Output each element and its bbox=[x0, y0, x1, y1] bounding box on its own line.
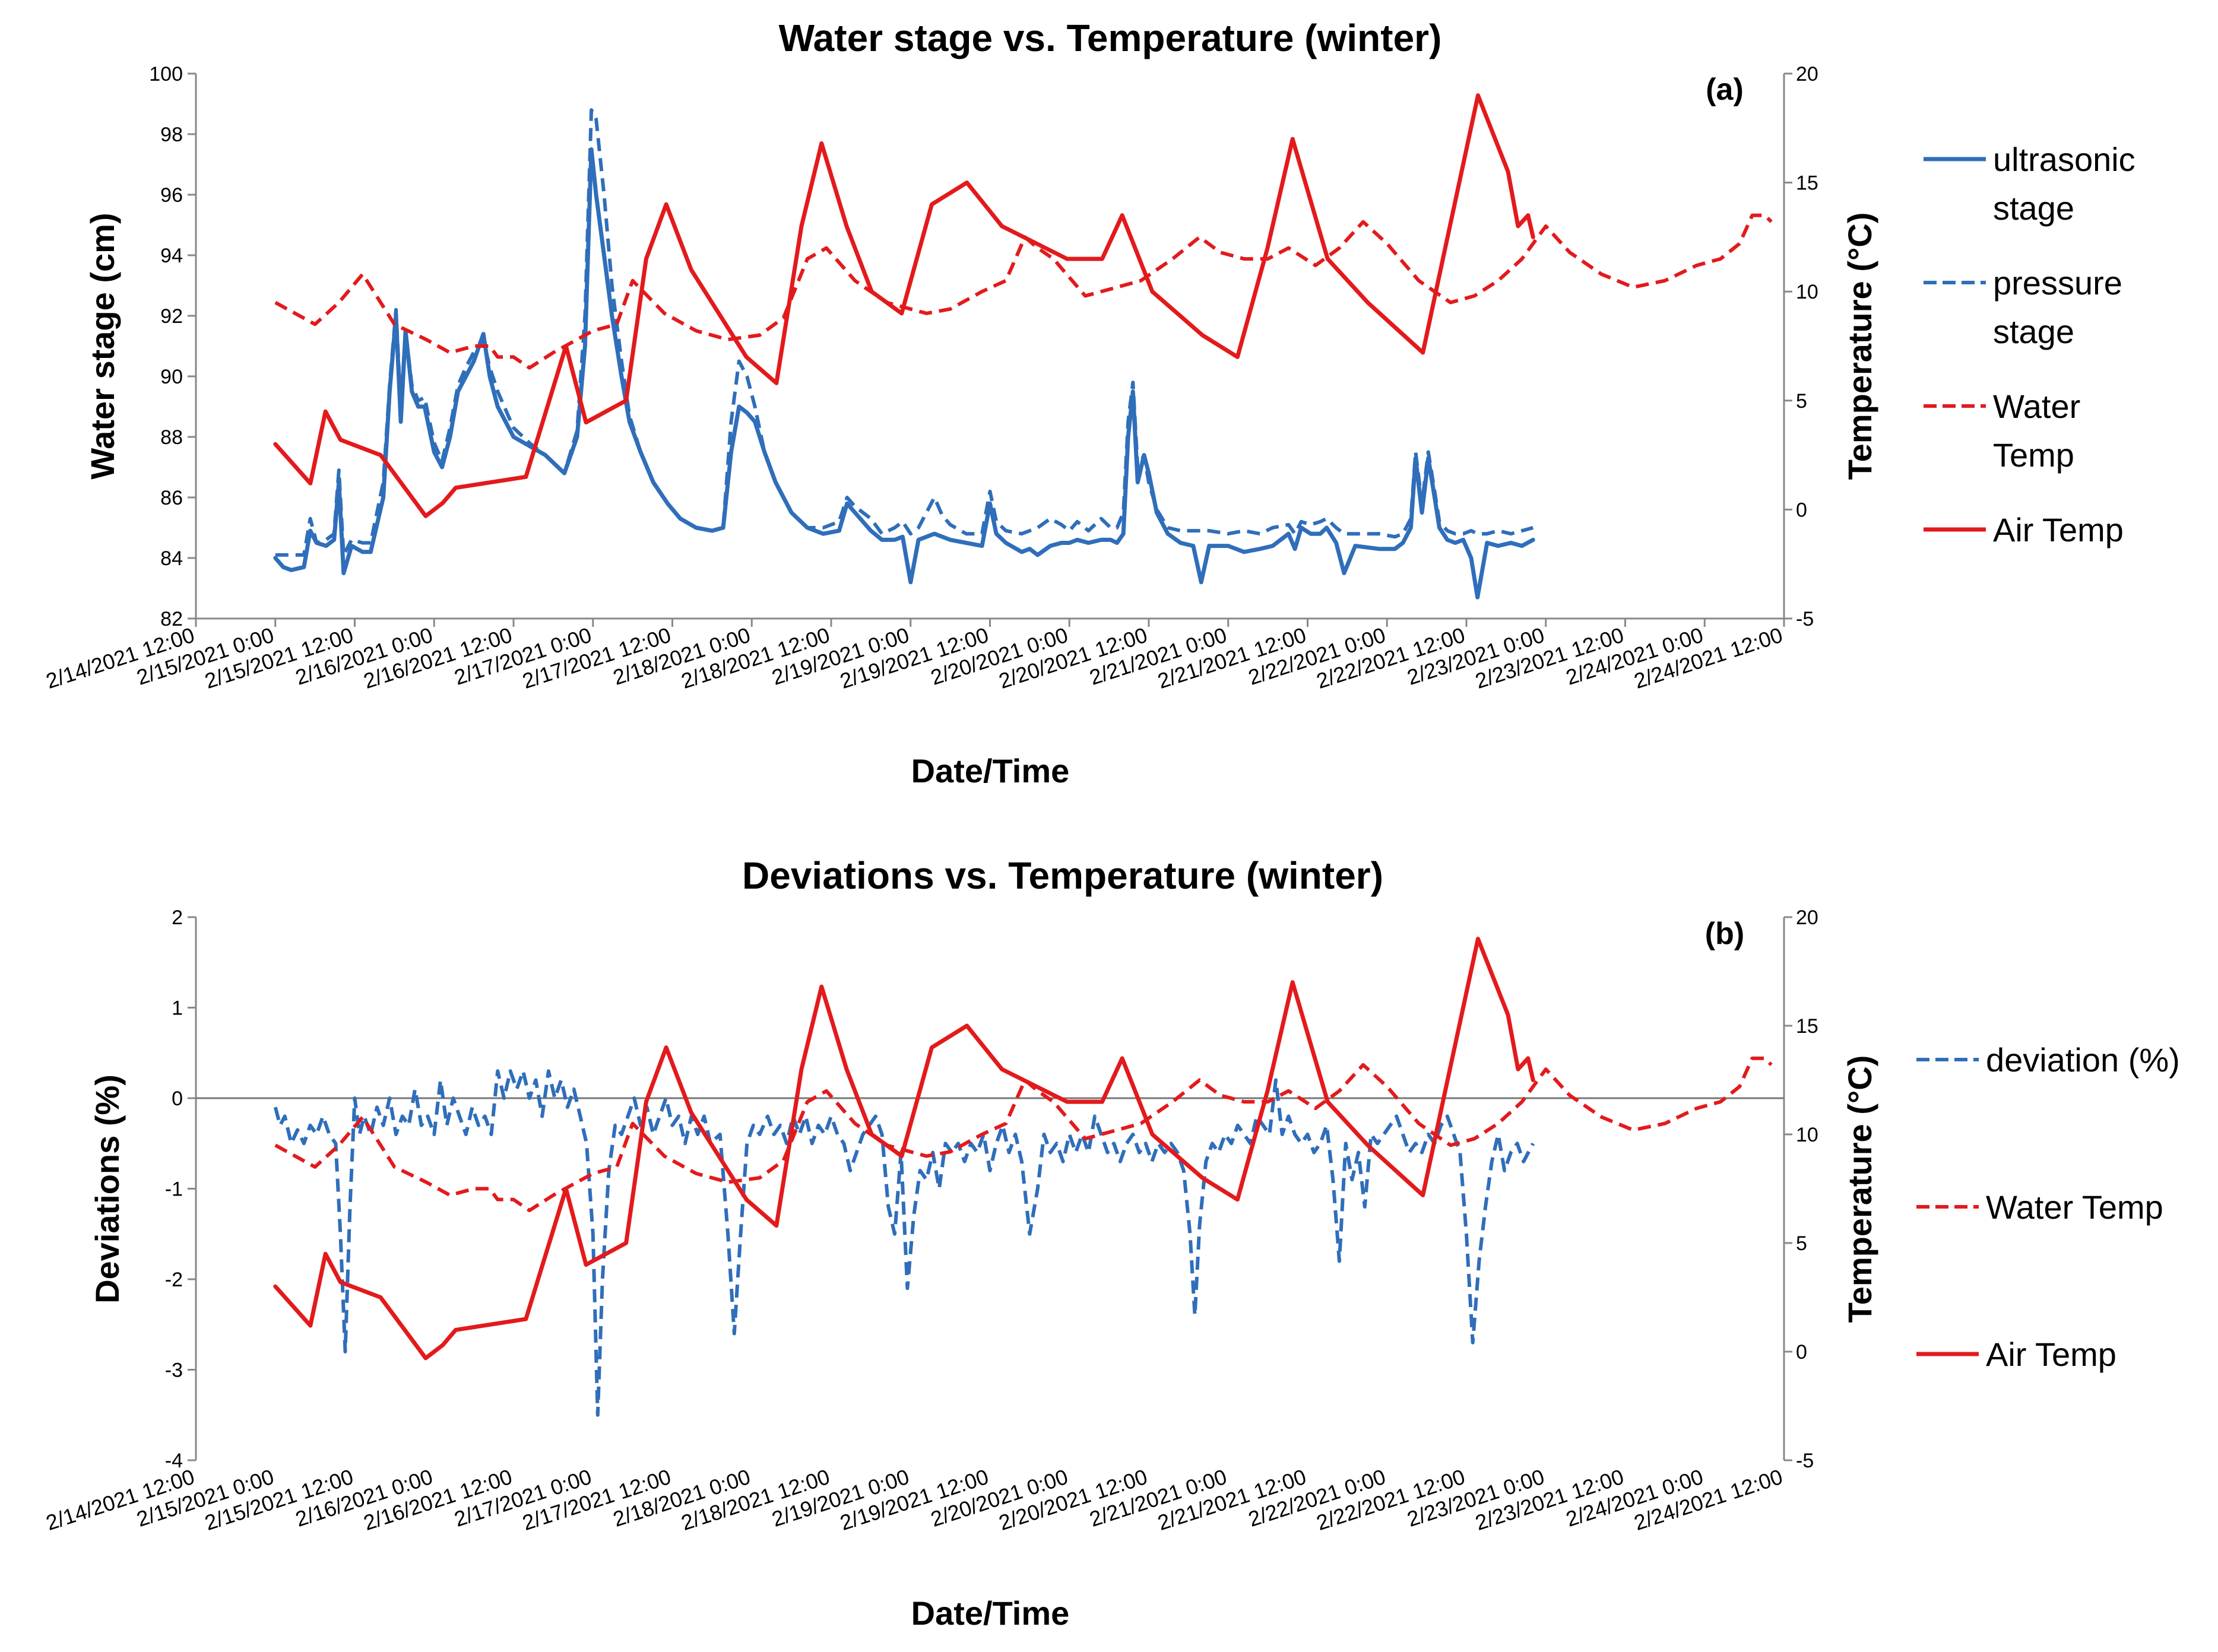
x-axis-title-b: Date/Time bbox=[911, 1594, 1070, 1632]
left-tick-label: 100 bbox=[149, 63, 183, 85]
right-tick-label: 5 bbox=[1796, 390, 1807, 413]
legend-label: deviation (%) bbox=[1986, 1041, 2180, 1079]
legend-a: ultrasonic stage pressure stage Water Temp Air… bbox=[1924, 141, 2135, 548]
left-tick-label: 96 bbox=[160, 184, 183, 207]
chart-title-b: Deviations vs. Temperature (winter) bbox=[742, 854, 1383, 897]
left-y-ticks-b: -4 -3 -2 -1 0 1 2 bbox=[165, 906, 196, 1472]
right-y-ticks-a: -5 0 5 10 15 20 bbox=[1784, 63, 1818, 630]
left-tick-label: -3 bbox=[165, 1359, 183, 1382]
legend-label: Temp bbox=[1993, 436, 2074, 474]
right-tick-label: 10 bbox=[1796, 1124, 1818, 1146]
right-tick-label: 20 bbox=[1796, 63, 1818, 85]
legend-label: ultrasonic bbox=[1993, 141, 2135, 178]
left-tick-label: 1 bbox=[172, 997, 183, 1020]
y-axis-title-right-a: Temperature (°C) bbox=[1841, 213, 1878, 480]
left-tick-label: 94 bbox=[160, 245, 183, 267]
y-axis-title-b: Deviations (%) bbox=[88, 1074, 126, 1304]
x-axis-title-a: Date/Time bbox=[911, 752, 1070, 789]
series-line-air-temp bbox=[273, 93, 1535, 518]
series-layer-b bbox=[273, 937, 1773, 1417]
left-tick-label: 98 bbox=[160, 123, 183, 146]
right-tick-label: 5 bbox=[1796, 1232, 1807, 1255]
legend-label: Air Temp bbox=[1986, 1336, 2116, 1373]
legend-label: Air Temp bbox=[1993, 511, 2124, 548]
left-tick-label: -1 bbox=[165, 1178, 183, 1201]
left-tick-label: 92 bbox=[160, 305, 183, 328]
panel-tag-b: (b) bbox=[1705, 917, 1744, 951]
left-tick-label: 84 bbox=[160, 547, 183, 570]
series-line-deviation bbox=[273, 1069, 1535, 1417]
series-layer-a bbox=[273, 93, 1773, 600]
legend-label: stage bbox=[1993, 189, 2074, 227]
right-tick-label: 10 bbox=[1796, 281, 1818, 303]
series-line-ultrasonic-stage bbox=[273, 147, 1535, 600]
right-tick-label: -5 bbox=[1796, 1450, 1814, 1472]
series-line-pressure-stage bbox=[275, 108, 1534, 557]
legend-label: pressure bbox=[1993, 264, 2122, 302]
right-tick-label: 20 bbox=[1796, 906, 1818, 929]
left-tick-label: 88 bbox=[160, 426, 183, 449]
right-tick-label: 15 bbox=[1796, 1015, 1818, 1038]
legend-label: Water Temp bbox=[1986, 1188, 2163, 1226]
left-tick-label: 2 bbox=[172, 906, 183, 929]
legend-label: stage bbox=[1993, 313, 2074, 350]
legend-label: Water bbox=[1993, 388, 2080, 425]
left-tick-label: -2 bbox=[165, 1269, 183, 1291]
right-tick-label: -5 bbox=[1796, 608, 1814, 630]
right-tick-label: 0 bbox=[1796, 1341, 1807, 1364]
y-axis-title-right-b: Temperature (°C) bbox=[1841, 1055, 1878, 1323]
series-line-air-temp bbox=[273, 937, 1535, 1361]
right-y-ticks-b: -5 0 5 10 15 20 bbox=[1784, 906, 1818, 1472]
y-axis-title-a: Water stage (cm) bbox=[84, 213, 121, 479]
chart-title-a: Water stage vs. Temperature (winter) bbox=[779, 17, 1442, 59]
legend-b: deviation (%) Water Temp Air Temp bbox=[1916, 1041, 2180, 1373]
left-tick-label: 90 bbox=[160, 366, 183, 388]
right-tick-label: 15 bbox=[1796, 172, 1818, 195]
right-tick-label: 0 bbox=[1796, 499, 1807, 521]
left-tick-label: -4 bbox=[165, 1450, 183, 1472]
left-tick-label: 0 bbox=[172, 1087, 183, 1110]
left-tick-label: 86 bbox=[160, 487, 183, 509]
left-y-ticks-a: 82 84 86 88 90 92 94 96 98 100 bbox=[149, 63, 196, 630]
left-tick-label: 82 bbox=[160, 608, 183, 630]
panel-tag-a: (a) bbox=[1706, 72, 1744, 107]
